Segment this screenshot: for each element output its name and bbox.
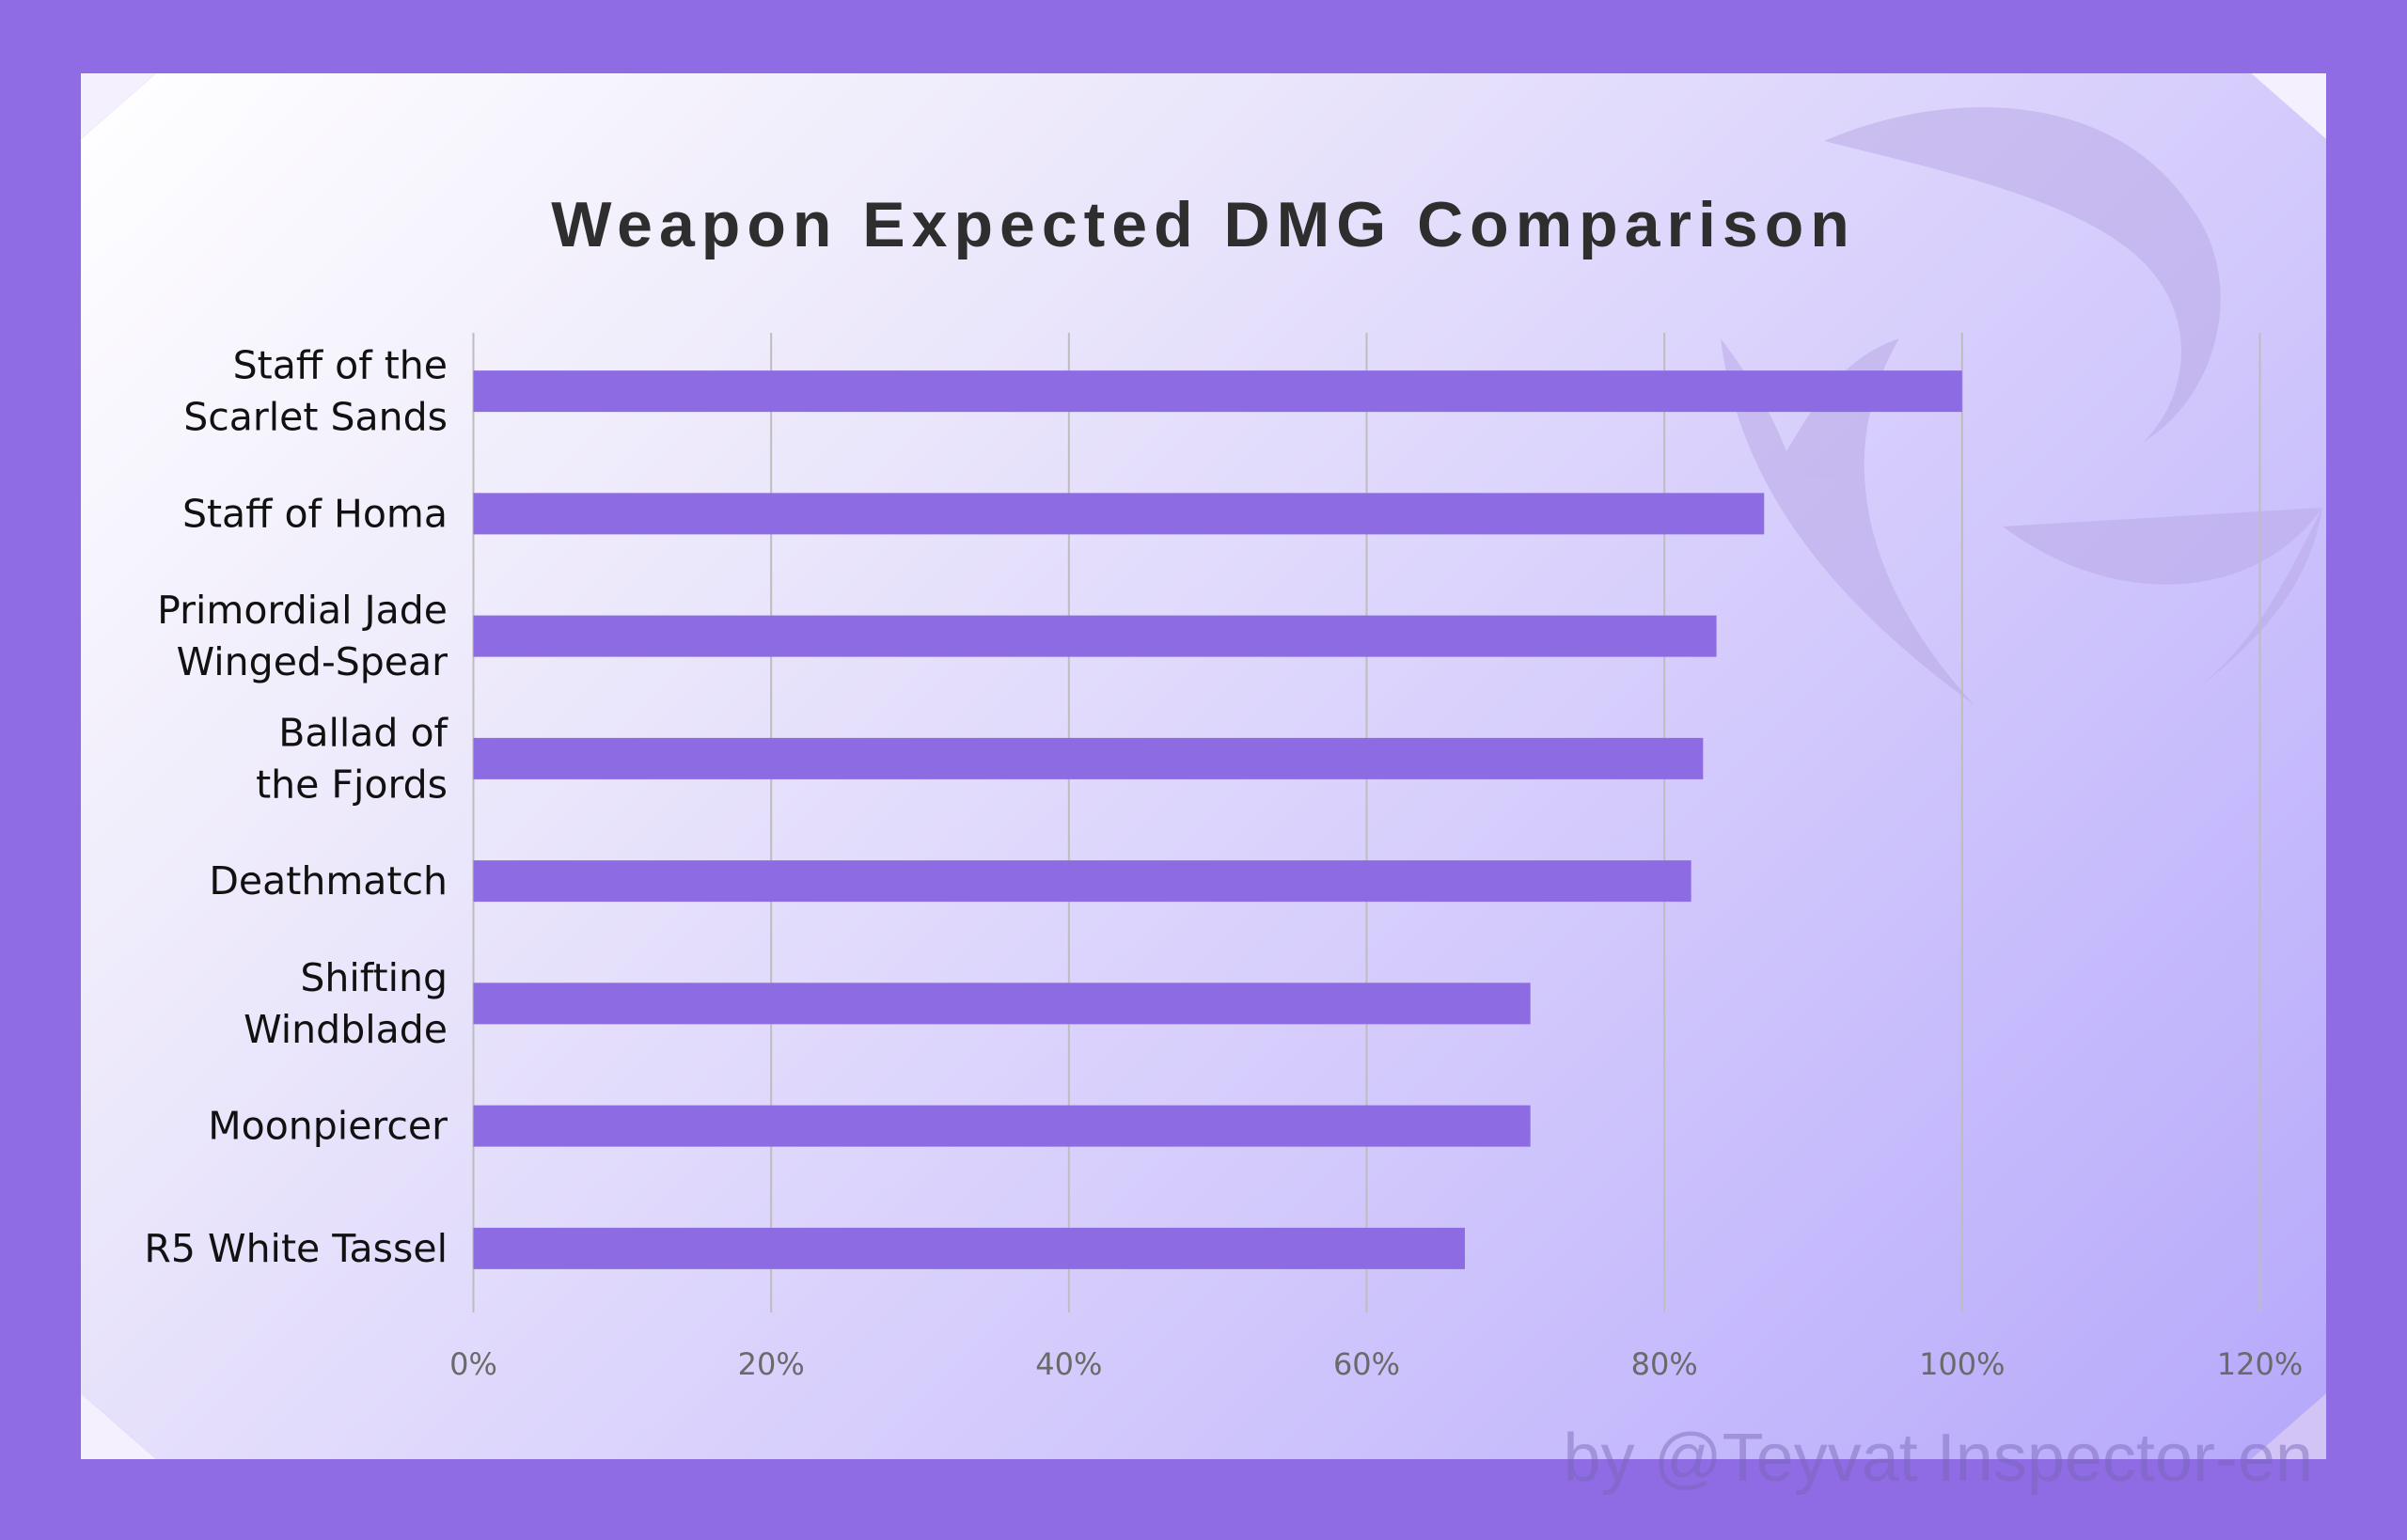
chart-title: Weapon Expected DMG Comparison: [551, 189, 1856, 260]
category-label: Primordial Jade Winged-Spear: [157, 588, 448, 684]
bar: [473, 982, 1531, 1025]
category-label: Shifting Windblade: [244, 955, 448, 1052]
category-label: Ballad of the Fjords: [256, 710, 448, 807]
bar: [473, 860, 1691, 903]
x-tick-label: 20%: [738, 1346, 805, 1382]
bar: [473, 1105, 1531, 1147]
category-label: Staff of Homa: [182, 491, 448, 536]
bar: [473, 1227, 1465, 1269]
x-tick-label: 60%: [1333, 1346, 1400, 1382]
emblem-watermark-icon: [1721, 107, 2322, 705]
category-label: Moonpiercer: [208, 1104, 448, 1149]
bar: [473, 737, 1704, 779]
x-tick-label: 100%: [1919, 1346, 2005, 1382]
x-tick-label: 0%: [449, 1346, 497, 1382]
x-tick-label: 80%: [1631, 1346, 1698, 1382]
category-label: Staff of the Scarlet Sands: [183, 343, 448, 440]
category-label: Deathmatch: [209, 858, 448, 904]
watermark: by @Teyvat Inspector-en: [1563, 1421, 2313, 1496]
x-tick-label: 40%: [1035, 1346, 1102, 1382]
category-label: R5 White Tassel: [144, 1226, 448, 1271]
x-tick-label: 120%: [2217, 1346, 2303, 1382]
bar: [473, 493, 1765, 535]
bar: [473, 370, 1962, 413]
bar: [473, 615, 1717, 657]
